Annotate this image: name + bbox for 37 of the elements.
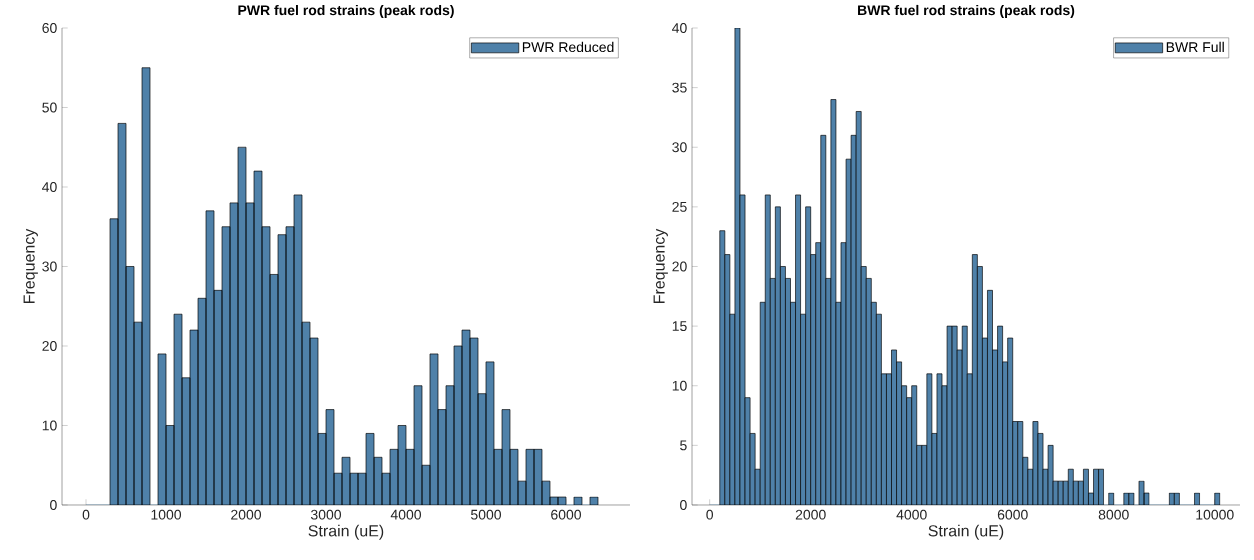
legend-label: PWR Reduced bbox=[522, 41, 614, 53]
x-axis-title: Strain (uE) bbox=[928, 524, 1004, 540]
x-tick-label: 10000 bbox=[1196, 509, 1234, 520]
y-tick-label: 15 bbox=[672, 321, 687, 332]
y-tick-label: 30 bbox=[672, 142, 687, 153]
y-tick-label: 60 bbox=[42, 23, 57, 33]
x-tick-label: 6000 bbox=[997, 509, 1028, 520]
chart-title: BWR fuel rod strains (peak rods) bbox=[858, 4, 1075, 18]
x-tick-label: 0 bbox=[82, 509, 90, 520]
x-tick-label: 4000 bbox=[896, 509, 927, 520]
x-tick-label: 3000 bbox=[310, 509, 342, 520]
y-tick-label: 20 bbox=[672, 261, 687, 272]
y-tick-label: 30 bbox=[42, 261, 57, 272]
x-tick-label: 6000 bbox=[551, 509, 582, 520]
y-tick-label: 10 bbox=[672, 380, 687, 391]
y-tick-label: 5 bbox=[680, 440, 687, 451]
y-tick-label: 50 bbox=[42, 102, 57, 113]
y-axis-title: Frequency bbox=[23, 228, 38, 303]
x-tick-label: 2000 bbox=[231, 509, 262, 520]
x-axis-title: Strain (uE) bbox=[308, 524, 384, 540]
x-tick-label: 4000 bbox=[390, 509, 422, 520]
chart-title: PWR fuel rod strains (peak rods) bbox=[238, 4, 454, 18]
y-tick-label: 25 bbox=[672, 201, 687, 212]
x-tick-label: 8000 bbox=[1098, 509, 1129, 520]
x-tick-label: 2000 bbox=[795, 509, 826, 520]
y-tick-label: 40 bbox=[42, 182, 57, 192]
y-tick-label: 10 bbox=[42, 420, 57, 431]
y-tick-label: 0 bbox=[50, 500, 57, 510]
legend-label: BWR Full bbox=[1166, 41, 1224, 53]
y-tick-label: 40 bbox=[672, 23, 687, 33]
y-axis-title: Frequency bbox=[653, 228, 668, 303]
x-tick-label: 0 bbox=[706, 509, 714, 520]
y-tick-label: 20 bbox=[42, 341, 57, 351]
x-tick-label: 1000 bbox=[151, 509, 182, 520]
x-tick-label: 5000 bbox=[470, 509, 502, 520]
y-tick-label: 0 bbox=[680, 500, 687, 510]
y-tick-label: 35 bbox=[672, 82, 687, 93]
